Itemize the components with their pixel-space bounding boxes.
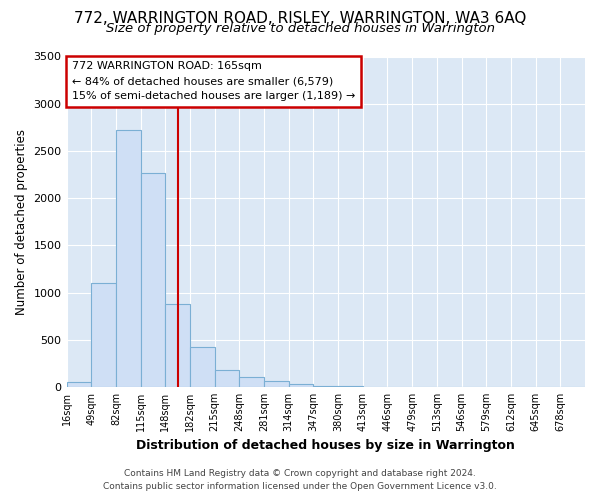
Bar	[289, 384, 313, 387]
Bar	[264, 382, 289, 387]
Bar	[165, 304, 190, 387]
Bar	[67, 382, 91, 387]
Bar	[91, 283, 116, 387]
X-axis label: Distribution of detached houses by size in Warrington: Distribution of detached houses by size …	[136, 440, 515, 452]
Text: Size of property relative to detached houses in Warrington: Size of property relative to detached ho…	[106, 22, 494, 35]
Bar	[239, 378, 264, 387]
Bar	[215, 370, 239, 387]
Bar	[140, 172, 165, 387]
Y-axis label: Number of detached properties: Number of detached properties	[15, 128, 28, 314]
Text: 772, WARRINGTON ROAD, RISLEY, WARRINGTON, WA3 6AQ: 772, WARRINGTON ROAD, RISLEY, WARRINGTON…	[74, 11, 526, 26]
Bar	[313, 386, 338, 387]
Text: Contains HM Land Registry data © Crown copyright and database right 2024.
Contai: Contains HM Land Registry data © Crown c…	[103, 470, 497, 491]
Bar	[190, 348, 215, 387]
Text: 772 WARRINGTON ROAD: 165sqm
← 84% of detached houses are smaller (6,579)
15% of : 772 WARRINGTON ROAD: 165sqm ← 84% of det…	[72, 62, 355, 101]
Bar	[116, 130, 140, 387]
